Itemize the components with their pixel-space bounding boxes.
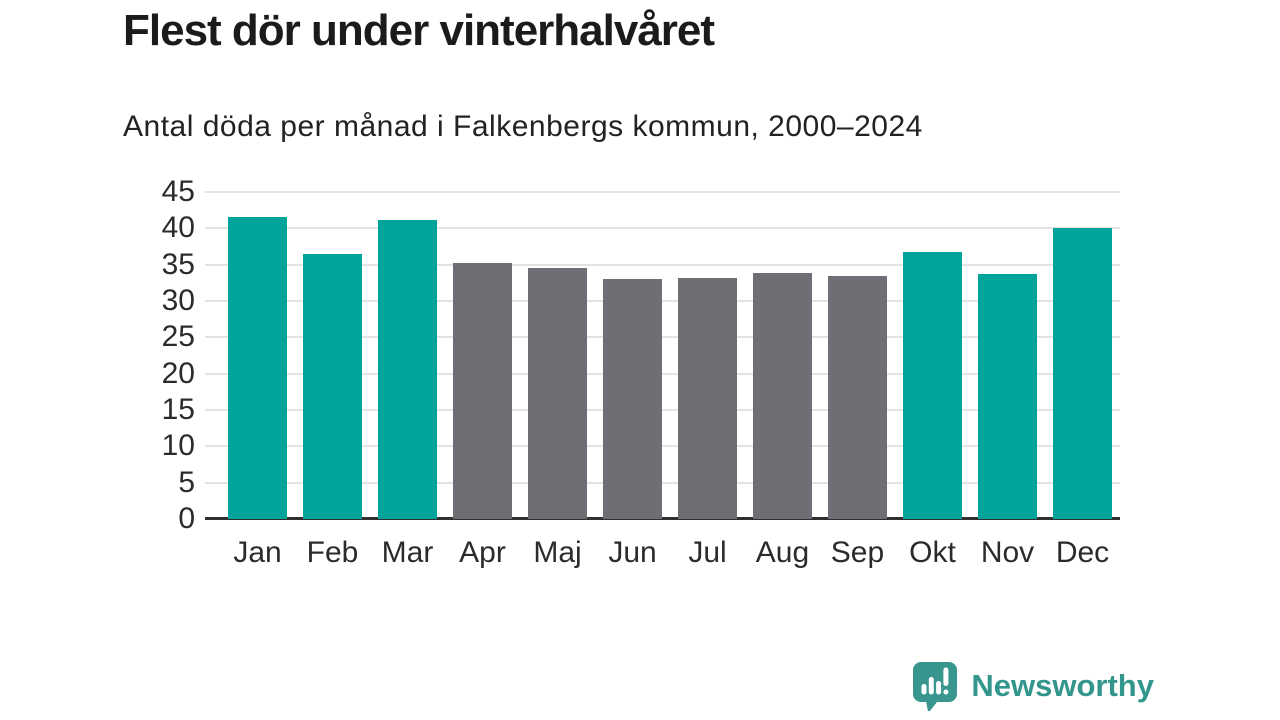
y-axis-tick-label: 40 xyxy=(161,211,195,245)
x-axis-label-apr: Apr xyxy=(459,536,506,569)
x-axis-label-nov: Nov xyxy=(980,536,1035,569)
y-axis-tick-label: 35 xyxy=(161,247,195,281)
x-axis-label-jul: Jul xyxy=(688,536,727,569)
x-axis-label-feb: Feb xyxy=(306,536,359,569)
plot-area: 0 5 10 15 20 25 30 35 40 45 Jan Feb Mar Apr Maj Jun Jul A… xyxy=(162,176,1120,569)
bar-aug xyxy=(753,273,812,519)
gridline-y-15 xyxy=(205,409,1120,411)
bar-nov xyxy=(978,274,1037,519)
gridline-y-45 xyxy=(205,191,1120,193)
x-axis-label-okt: Okt xyxy=(909,536,956,569)
brand-name: Newsworthy xyxy=(971,668,1154,703)
gridline-y-5 xyxy=(205,481,1120,484)
gridline-y-10 xyxy=(205,445,1120,448)
gridline-y-35 xyxy=(205,263,1120,266)
x-axis-label-sep: Sep xyxy=(830,536,885,569)
bar-jan xyxy=(228,216,287,519)
bar-feb xyxy=(303,253,362,519)
exclamation-dot xyxy=(943,689,949,695)
x-axis-line xyxy=(205,517,1120,520)
gridline-y-25 xyxy=(205,336,1120,339)
newsworthy-brand: Newsworthy xyxy=(910,660,1154,712)
bar-apr xyxy=(453,262,512,519)
mini-bar-2 xyxy=(929,677,935,695)
chart-subtitle: Antal döda per månad i Falkenbergs kommu… xyxy=(123,110,923,143)
bar-sep xyxy=(828,275,887,519)
speech-bubble-shape xyxy=(913,662,958,712)
chart-title: Flest dör under vinterhalvåret xyxy=(123,6,715,55)
exclamation-bar xyxy=(943,667,949,686)
gridline-y-30 xyxy=(205,300,1120,302)
x-axis-label-aug: Aug xyxy=(755,536,810,569)
newsworthy-logo-icon xyxy=(913,662,958,712)
x-axis-label-maj: Maj xyxy=(533,536,582,569)
y-axis-tick-label: 45 xyxy=(161,175,195,208)
bar-okt xyxy=(903,252,962,519)
y-axis-tick-label: 0 xyxy=(178,502,195,535)
y-axis-tick-label: 25 xyxy=(161,320,195,354)
y-axis-tick-label: 20 xyxy=(161,356,195,390)
y-axis-tick-label: 10 xyxy=(161,429,195,463)
y-axis-tick-label: 5 xyxy=(178,465,195,499)
bar-dec xyxy=(1053,228,1112,519)
x-axis-label-jun: Jun xyxy=(608,536,657,569)
mini-bar-3 xyxy=(936,681,942,695)
gridline-y-40 xyxy=(205,227,1120,230)
bar-jun xyxy=(603,279,662,519)
gridline-y-20 xyxy=(205,372,1120,375)
y-axis-tick-label: 30 xyxy=(161,284,195,317)
x-axis-label-dec: Dec xyxy=(1055,536,1110,569)
x-axis-label-mar: Mar xyxy=(381,536,434,569)
mini-bar-1 xyxy=(921,684,927,695)
bar-maj xyxy=(528,267,587,519)
y-axis-tick-label: 15 xyxy=(161,393,195,426)
x-axis-label-jan: Jan xyxy=(233,536,282,569)
bar-jul xyxy=(678,277,737,519)
bar-mar xyxy=(378,219,437,519)
